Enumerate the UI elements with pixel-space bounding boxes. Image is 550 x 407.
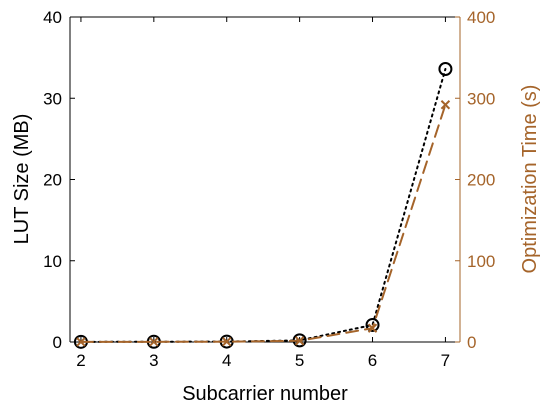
x-tick-label: 7 — [441, 351, 450, 370]
left-y-axis: 0 10 20 30 40 — [43, 8, 75, 352]
x-marker — [149, 337, 159, 347]
series-layer — [73, 62, 453, 349]
x-tick-label: 3 — [149, 351, 158, 370]
x-tick-label: 5 — [295, 351, 304, 370]
series-line-left — [79, 68, 447, 343]
left-y-tick-label: 10 — [43, 252, 62, 271]
left-y-tick-label: 20 — [43, 171, 62, 190]
right-y-tick-label: 300 — [467, 89, 495, 108]
right-y-tick-label: 200 — [467, 171, 495, 190]
series-line-right — [79, 103, 447, 343]
x-tick-label: 6 — [368, 351, 377, 370]
series-left — [73, 62, 453, 349]
left-y-axis-title: LUT Size (MB) — [11, 114, 33, 245]
left-y-tick-label: 40 — [43, 8, 62, 27]
x-marker — [222, 336, 232, 347]
right-y-tick-label: 100 — [467, 252, 495, 271]
series-right — [76, 100, 451, 347]
right-y-axis: 0 100 200 300 400 — [455, 8, 495, 352]
right-y-axis-title: Optimization Time (s) — [519, 85, 541, 274]
x-axis-title: Subcarrier number — [182, 383, 348, 405]
x-axis: 2 3 4 5 6 7 — [76, 17, 450, 370]
x-marker — [440, 100, 451, 110]
x-marker — [367, 323, 378, 333]
right-y-tick-label: 400 — [467, 8, 495, 27]
x-tick-label: 4 — [222, 351, 231, 370]
left-y-tick-label: 30 — [43, 89, 62, 108]
circle-marker — [438, 62, 453, 76]
plot-frame — [69, 16, 461, 343]
left-y-tick-label: 0 — [53, 333, 62, 352]
x-tick-label: 2 — [76, 351, 85, 370]
circle-marker — [365, 317, 380, 332]
x-marker — [294, 336, 305, 346]
right-y-tick-label: 0 — [467, 333, 476, 352]
x-marker — [76, 337, 86, 347]
